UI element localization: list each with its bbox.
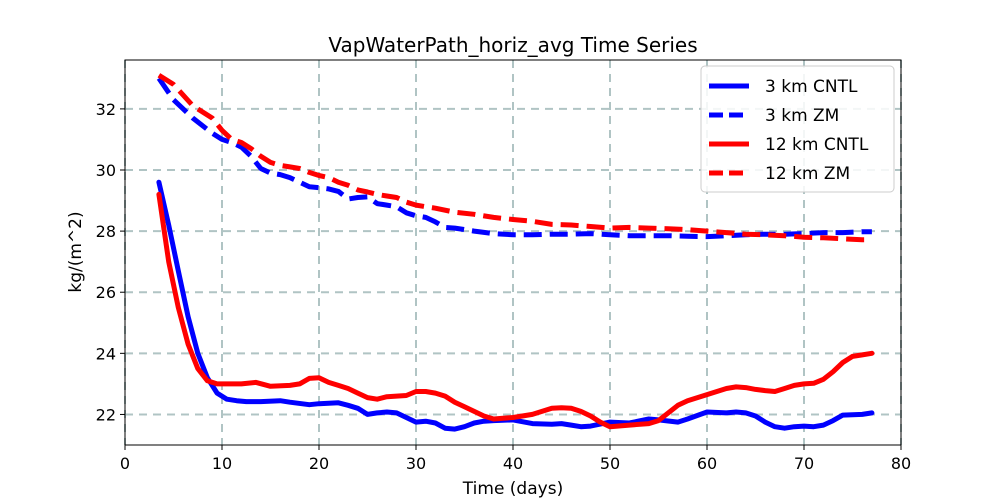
x-axis-label: Time (days)	[462, 479, 563, 499]
y-tick-label: 30	[96, 161, 116, 180]
series-line-12-km-cntl	[156, 191, 875, 430]
x-tick-label: 50	[600, 454, 620, 473]
x-tick-label: 30	[406, 454, 426, 473]
series-line-3-km-zm	[156, 76, 872, 240]
x-tick-label: 70	[794, 454, 814, 473]
chart-title: VapWaterPath_horiz_avg Time Series	[328, 33, 697, 57]
legend-label-12-km-cntl: 12 km CNTL	[765, 135, 869, 155]
x-tick-label: 60	[697, 454, 717, 473]
x-tick-label: 40	[503, 454, 523, 473]
x-tick-label: 10	[212, 454, 232, 473]
y-tick-label: 28	[96, 222, 116, 241]
x-tick-label: 0	[120, 454, 130, 473]
y-axis-label: kg/(m^2)	[66, 211, 86, 292]
y-tick-label: 26	[96, 283, 116, 302]
y-tick-label: 22	[96, 405, 116, 424]
series-group	[156, 73, 875, 432]
y-tick-label: 24	[96, 344, 116, 363]
series-line-3-km-cntl	[156, 179, 875, 432]
legend-label-12-km-zm: 12 km ZM	[765, 164, 850, 184]
y-tick-label: 32	[96, 100, 116, 119]
legend-label-3-km-cntl: 3 km CNTL	[765, 77, 858, 97]
ticks: 0 10 20 30 40 50 60 70 80 22 24 26 28 30 32	[96, 100, 912, 473]
legend-box	[700, 65, 895, 193]
legend-label-3-km-zm: 3 km ZM	[765, 106, 839, 126]
x-tick-label: 20	[309, 454, 329, 473]
series-line-12-km-zm	[157, 73, 872, 243]
x-tick-label: 80	[891, 454, 911, 473]
legend: 3 km CNTL 3 km ZM 12 km CNTL 12 km ZM	[700, 65, 895, 193]
